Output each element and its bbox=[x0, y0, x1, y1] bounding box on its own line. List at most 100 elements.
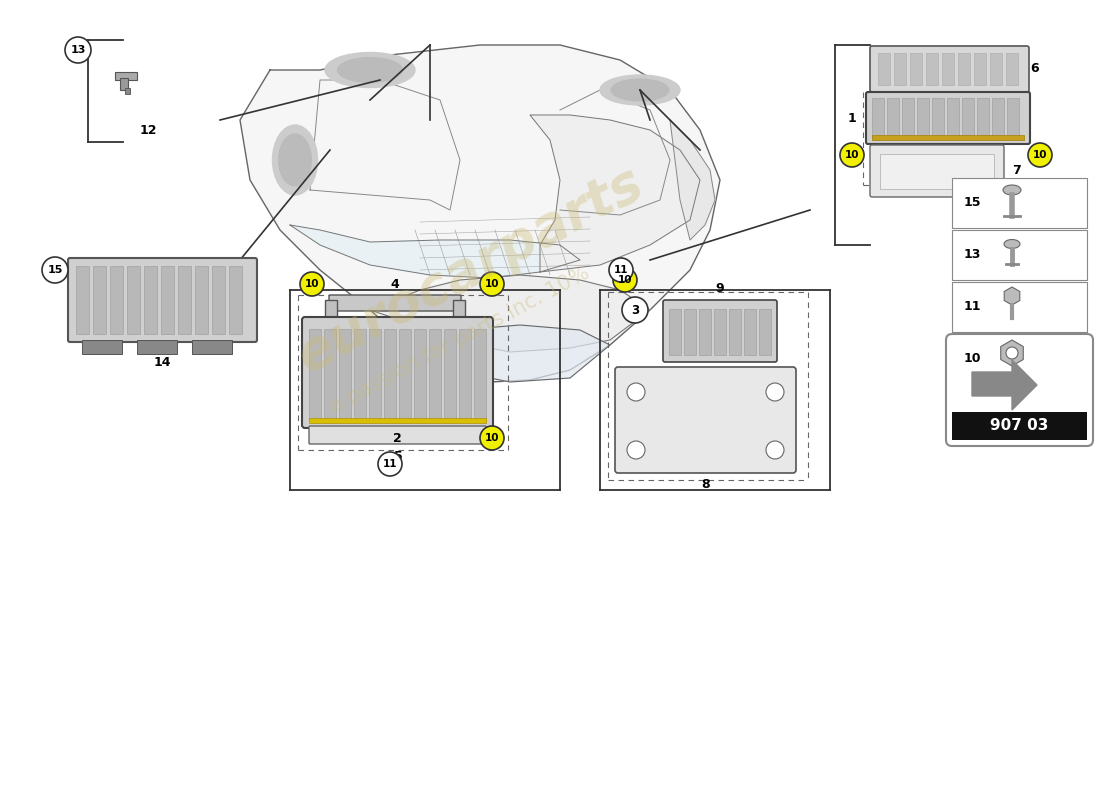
Bar bbox=[212, 266, 226, 334]
Circle shape bbox=[613, 268, 637, 292]
Bar bbox=[1006, 98, 1019, 138]
Bar bbox=[744, 309, 756, 355]
Circle shape bbox=[609, 258, 632, 282]
Bar bbox=[958, 53, 970, 85]
Bar bbox=[947, 98, 959, 138]
FancyBboxPatch shape bbox=[946, 334, 1093, 446]
Bar bbox=[444, 329, 456, 419]
FancyBboxPatch shape bbox=[870, 145, 1004, 197]
Bar bbox=[952, 412, 1087, 440]
Text: 15: 15 bbox=[47, 265, 63, 275]
FancyBboxPatch shape bbox=[615, 367, 796, 473]
Bar bbox=[94, 266, 106, 334]
Circle shape bbox=[627, 383, 645, 401]
Text: 10: 10 bbox=[1033, 150, 1047, 160]
Circle shape bbox=[1028, 143, 1052, 167]
Bar bbox=[474, 329, 486, 419]
FancyBboxPatch shape bbox=[302, 317, 493, 428]
Ellipse shape bbox=[1003, 185, 1021, 195]
Text: 14: 14 bbox=[153, 355, 170, 369]
Circle shape bbox=[766, 383, 784, 401]
Bar bbox=[1006, 53, 1018, 85]
Bar bbox=[952, 334, 1087, 384]
Bar bbox=[977, 98, 989, 138]
Bar bbox=[368, 329, 381, 419]
Bar bbox=[76, 266, 89, 334]
Bar bbox=[992, 98, 1004, 138]
Ellipse shape bbox=[600, 75, 680, 105]
Text: 10: 10 bbox=[485, 279, 499, 289]
Text: 9: 9 bbox=[716, 282, 724, 294]
Bar bbox=[120, 78, 128, 90]
Bar bbox=[729, 309, 741, 355]
Text: 13: 13 bbox=[70, 45, 86, 55]
Text: eurocarparts: eurocarparts bbox=[288, 157, 652, 383]
Bar bbox=[962, 98, 974, 138]
Bar bbox=[926, 53, 938, 85]
Text: 10: 10 bbox=[845, 150, 859, 160]
Bar bbox=[324, 300, 337, 365]
Bar bbox=[952, 282, 1087, 332]
Circle shape bbox=[65, 37, 91, 63]
Circle shape bbox=[378, 452, 402, 476]
Bar bbox=[684, 309, 696, 355]
Bar bbox=[698, 309, 711, 355]
FancyBboxPatch shape bbox=[68, 258, 257, 342]
Text: 2: 2 bbox=[393, 433, 402, 446]
Bar bbox=[161, 266, 174, 334]
Polygon shape bbox=[240, 45, 720, 382]
Text: 907 03: 907 03 bbox=[990, 418, 1048, 434]
Text: 10: 10 bbox=[618, 275, 632, 285]
Ellipse shape bbox=[461, 360, 478, 370]
FancyBboxPatch shape bbox=[866, 92, 1030, 144]
Bar bbox=[414, 329, 426, 419]
Polygon shape bbox=[370, 275, 650, 352]
Text: 8: 8 bbox=[702, 478, 711, 490]
Bar bbox=[110, 266, 123, 334]
Bar bbox=[990, 53, 1002, 85]
Polygon shape bbox=[972, 360, 1037, 410]
Bar bbox=[902, 98, 914, 138]
Circle shape bbox=[480, 272, 504, 296]
Text: 6: 6 bbox=[1030, 62, 1038, 75]
Bar bbox=[339, 329, 351, 419]
Ellipse shape bbox=[1004, 239, 1020, 249]
Text: 5: 5 bbox=[394, 450, 403, 463]
Text: 10: 10 bbox=[485, 433, 499, 443]
Circle shape bbox=[840, 143, 864, 167]
Bar bbox=[932, 98, 944, 138]
Circle shape bbox=[766, 441, 784, 459]
Circle shape bbox=[42, 257, 68, 283]
Bar bbox=[880, 154, 994, 189]
FancyBboxPatch shape bbox=[329, 295, 461, 311]
Bar bbox=[974, 53, 986, 85]
Circle shape bbox=[480, 426, 504, 450]
Bar bbox=[399, 329, 411, 419]
Bar bbox=[82, 340, 122, 354]
Polygon shape bbox=[410, 325, 610, 382]
Bar bbox=[759, 309, 771, 355]
Text: 1: 1 bbox=[847, 111, 856, 125]
Text: a passion for parts inc. 10%: a passion for parts inc. 10% bbox=[327, 263, 593, 417]
Bar bbox=[453, 300, 465, 365]
Bar bbox=[309, 418, 486, 423]
Text: 15: 15 bbox=[964, 195, 981, 209]
Text: 12: 12 bbox=[140, 123, 156, 137]
Bar bbox=[126, 266, 140, 334]
Bar bbox=[952, 178, 1087, 228]
Ellipse shape bbox=[338, 58, 403, 82]
Bar bbox=[878, 53, 890, 85]
Text: 10: 10 bbox=[964, 351, 981, 365]
Bar bbox=[178, 266, 191, 334]
Bar bbox=[872, 135, 1024, 140]
Circle shape bbox=[627, 441, 645, 459]
Circle shape bbox=[300, 272, 324, 296]
Bar bbox=[942, 53, 954, 85]
Bar bbox=[309, 329, 321, 419]
Text: 11: 11 bbox=[964, 299, 981, 313]
Bar bbox=[354, 329, 366, 419]
FancyBboxPatch shape bbox=[663, 300, 777, 362]
Ellipse shape bbox=[610, 79, 669, 101]
Circle shape bbox=[621, 297, 648, 323]
Bar bbox=[910, 53, 922, 85]
